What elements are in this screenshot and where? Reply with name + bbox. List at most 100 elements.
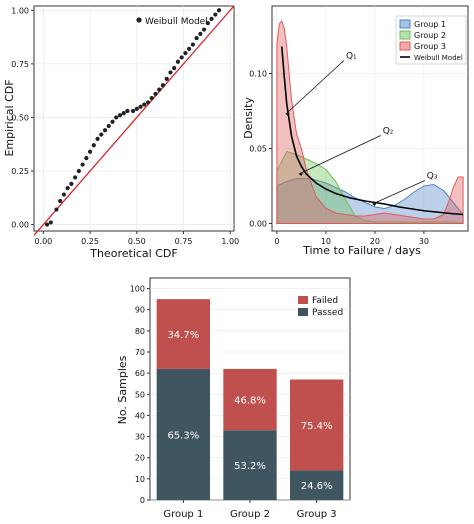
cdf-legend-label: Weibull Model — [145, 17, 208, 27]
cdf-y-tick-label: 1.00 — [11, 6, 29, 15]
cdf-data-point — [134, 106, 139, 111]
cdf-data-point — [216, 8, 222, 13]
density-area-group1 — [276, 178, 464, 224]
bar-failed-1 — [156, 299, 210, 369]
cdf-data-point — [164, 76, 169, 81]
cdf-data-point — [102, 128, 108, 133]
cdf-plot-area — [33, 5, 235, 236]
cdf-data-point — [106, 123, 111, 129]
density-annotation-arrow — [372, 180, 425, 205]
density-annotation-arrowhead — [298, 173, 303, 176]
legend-swatch-failed — [298, 296, 308, 304]
samples-legend: Failed Passed — [298, 296, 343, 318]
samples-y-tick-label: 40 — [135, 411, 145, 420]
cdf-x-ticks: 0.00 0.25 0.50 0.75 1.00 — [34, 231, 239, 246]
density-panel: 0 10 20 30 0.00 0.05 0.10 Q₁ Q₂ Q₃ Time to Fail… — [242, 5, 469, 257]
cdf-legend-marker — [136, 17, 142, 23]
cdf-data-point — [213, 12, 218, 17]
cdf-data-point — [205, 21, 210, 26]
cdf-x-tick-label: 0.25 — [81, 237, 99, 246]
samples-y-tick-label: 80 — [135, 327, 145, 336]
density-area-group3 — [276, 19, 464, 224]
cdf-data-point — [209, 16, 214, 21]
bar-label-passed: 65.3% — [167, 430, 199, 441]
cdf-data-point — [61, 192, 67, 197]
density-annotations: Q₁ Q₂ Q₃ — [285, 52, 438, 206]
density-annotation-arrow — [298, 135, 381, 175]
samples-x-tick-label: Group 2 — [230, 509, 270, 520]
cdf-data-point — [80, 162, 85, 167]
legend-swatch-group3 — [399, 41, 411, 51]
density-y-tick-label: 0.00 — [249, 220, 267, 229]
legend-label-group2: Group 2 — [414, 31, 446, 40]
cdf-data-point — [114, 115, 119, 120]
cdf-data-point — [142, 102, 147, 107]
cdf-data-point — [58, 198, 63, 204]
samples-panel: 65.3%34.7%53.2%46.8%24.6%75.4% Group 1 Gr… — [116, 277, 351, 520]
density-x-ticks: 0 10 20 30 — [274, 231, 429, 246]
cdf-panel: 0.00 0.25 0.50 0.75 1.00 0.00 0.25 0.50 0.75 1.0… — [3, 5, 239, 260]
cdf-y-tick-label: 0.00 — [11, 221, 29, 230]
samples-y-tick-label: 30 — [135, 433, 145, 442]
bar-failed-3 — [290, 379, 344, 471]
density-x-tick-label: 30 — [419, 237, 429, 246]
legend-swatch-group1 — [399, 19, 411, 29]
cdf-data-point — [183, 51, 188, 56]
cdf-data-point — [48, 220, 53, 225]
legend-label-weibull: Weibull Model — [414, 54, 463, 62]
cdf-data-point — [153, 91, 158, 96]
cdf-y-tick-label: 0.25 — [11, 167, 29, 176]
cdf-x-tick-label: 0.50 — [128, 237, 146, 246]
cdf-data-point — [190, 42, 195, 47]
cdf-x-tick-label: 0.00 — [34, 237, 52, 246]
cdf-data-point — [117, 113, 123, 118]
cdf-data-point — [110, 119, 115, 124]
cdf-legend: Weibull Model — [136, 17, 208, 27]
density-annotation-label: Q₃ — [427, 172, 438, 182]
samples-y-tick-label: 100 — [130, 285, 145, 294]
cdf-y-ticks: 0.00 0.25 0.50 0.75 1.00 — [11, 6, 34, 230]
cdf-data-point — [95, 136, 100, 141]
bar-label-failed: 75.4% — [301, 421, 333, 432]
samples-y-tick-label: 70 — [135, 348, 145, 357]
cdf-data-point — [76, 168, 81, 174]
density-y-ticks: 0.00 0.05 0.10 — [249, 70, 272, 229]
cdf-data-point — [187, 46, 192, 51]
density-annotation-arrowhead — [285, 113, 290, 116]
bar-passed-2 — [223, 430, 277, 500]
cdf-data-point — [69, 181, 74, 186]
density-plot-area — [276, 19, 464, 224]
legend-label-failed: Failed — [312, 296, 338, 306]
bar-label-passed: 24.6% — [301, 481, 333, 492]
cdf-y-tick-label: 0.50 — [11, 113, 29, 122]
cdf-data-point — [175, 59, 181, 64]
cdf-data-point — [99, 132, 104, 137]
cdf-data-point — [54, 207, 59, 212]
density-annotation-arrow — [285, 60, 345, 115]
samples-y-tick-label: 90 — [135, 306, 145, 315]
cdf-data-point — [179, 55, 184, 60]
cdf-data-point — [157, 87, 162, 92]
legend-label-passed: Passed — [312, 308, 343, 318]
cdf-reference-line — [33, 5, 235, 236]
cdf-data-point — [65, 186, 70, 191]
cdf-x-tick-label: 1.00 — [221, 237, 239, 246]
cdf-y-tick-label: 0.75 — [11, 60, 29, 69]
bar-label-failed: 34.7% — [167, 330, 199, 341]
legend-label-group3: Group 3 — [414, 42, 446, 51]
cdf-data-point — [87, 149, 93, 154]
cdf-data-point — [160, 83, 166, 88]
samples-y-tick-label: 0 — [140, 496, 145, 505]
cdf-x-axis-label: Theoretical CDF — [89, 247, 177, 260]
cdf-data-point — [149, 96, 154, 101]
samples-y-tick-label: 10 — [135, 475, 145, 484]
cdf-data-point — [194, 36, 199, 41]
density-x-axis-label: Time to Failure / days — [302, 244, 421, 257]
cdf-grid — [34, 6, 234, 231]
cdf-data-point — [172, 66, 177, 71]
cdf-data-point — [84, 156, 89, 161]
cdf-data-point — [138, 104, 143, 109]
bar-failed-2 — [223, 368, 277, 431]
density-weibull-line — [281, 46, 464, 216]
density-x-tick-label: 10 — [321, 237, 331, 246]
